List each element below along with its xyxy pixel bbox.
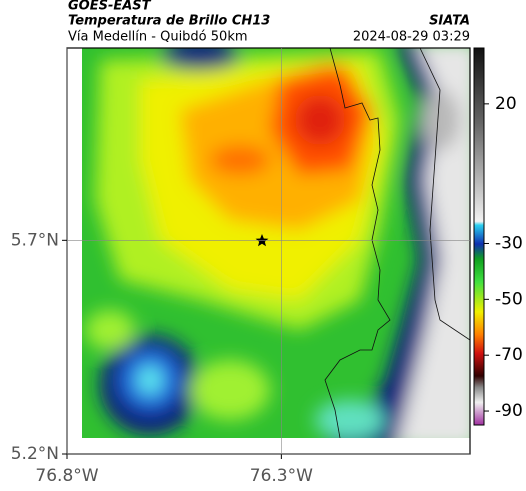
colorbar-tick-label: -30 (495, 233, 523, 253)
x-tick-label: 76.8°W (35, 466, 98, 486)
org: SIATA (429, 14, 470, 29)
y-tick-label: 5.2°N (11, 444, 59, 464)
colorbar-tick-label: -90 (495, 401, 523, 421)
satellite-image (82, 48, 470, 438)
colorbar (473, 47, 485, 426)
title: Temperatura de Brillo CH13 (68, 14, 270, 29)
datetime: 2024-08-29 03:29 (353, 30, 470, 45)
y-tick-label: 5.7°N (11, 230, 59, 250)
colorbar-tick-label: -50 (495, 289, 523, 309)
subtitle: Vía Medellín - Quibdó 50km (68, 30, 248, 45)
x-tick-label: 76.3°W (250, 466, 313, 486)
source: GOES-EAST (68, 0, 152, 14)
colorbar-tick-label: 20 (495, 94, 517, 114)
colorbar-tick-label: -70 (495, 345, 523, 365)
